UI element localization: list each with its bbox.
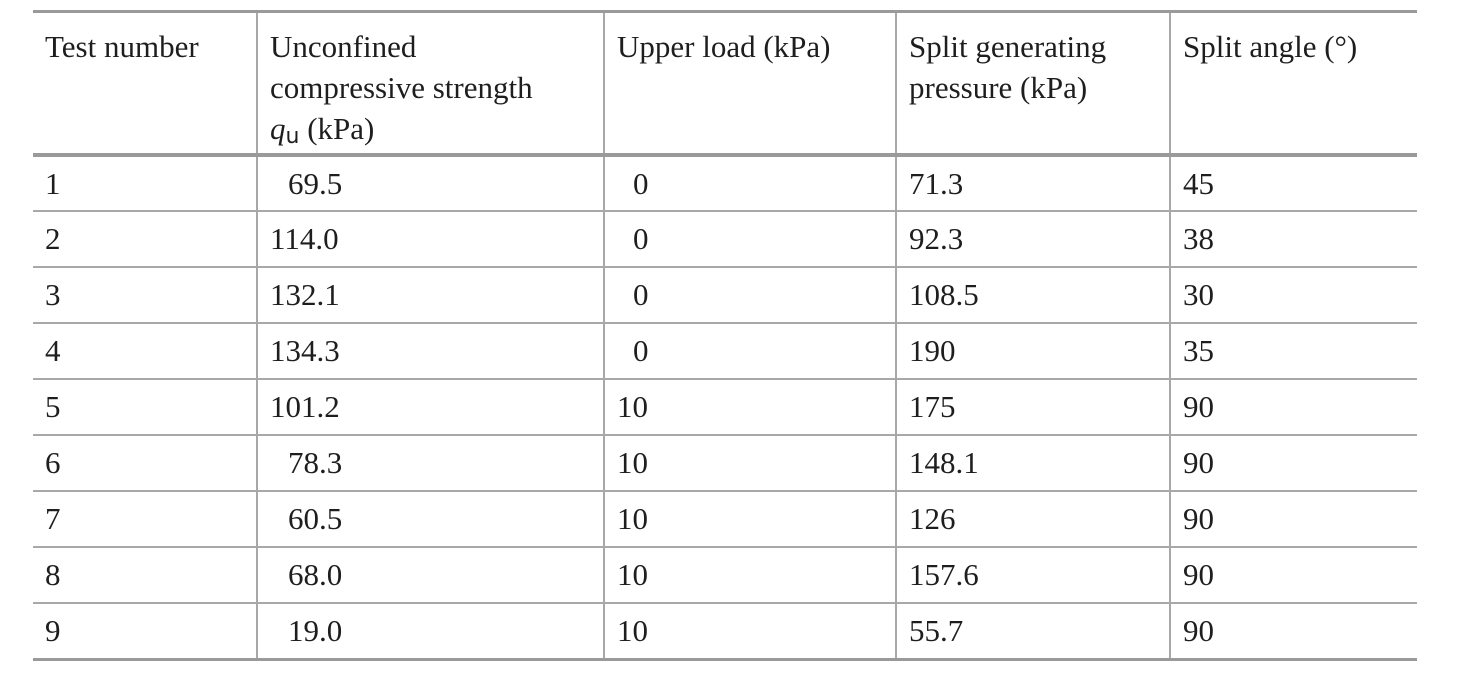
cell-split-angle: 35: [1169, 323, 1417, 379]
cell-unconfined-strength: 78.3: [256, 435, 604, 491]
cell-split-angle: 90: [1169, 547, 1417, 603]
table-row: 3 132.1 0 108.5 30: [33, 267, 1417, 323]
header-split-angle: Split angle (°): [1169, 11, 1417, 155]
header-upper-load: Upper load (kPa): [603, 11, 896, 155]
cell-unconfined-strength: 132.1: [256, 267, 604, 323]
table-row: 1 69.5 0 71.3 45: [33, 155, 1417, 211]
cell-test-number: 3: [45, 277, 61, 312]
header-split-pressure: Split generating pressure (kPa): [895, 11, 1170, 155]
table-row: 9 19.0 10 55.7 90: [33, 603, 1417, 659]
cell-split-angle: 90: [1169, 379, 1417, 435]
header-split-pressure-line2: pressure (kPa): [909, 70, 1088, 105]
cell-upper-load: 10: [603, 435, 896, 491]
cell-test-number: 4: [45, 333, 61, 368]
cell-upper-load: 0: [603, 155, 896, 211]
cell-test-number: 7: [45, 501, 61, 536]
cell-test-number: 9: [45, 612, 61, 648]
cell-unconfined-strength: 101.2: [256, 379, 604, 435]
cell-split-pressure: 175: [895, 379, 1170, 435]
cell-upper-load: 0: [603, 323, 896, 379]
cell-split-pressure: 157.6: [895, 547, 1170, 603]
cell-test-number: 1: [45, 165, 61, 201]
header-test-number-label: Test number: [45, 29, 199, 64]
cell-split-angle: 30: [1169, 267, 1417, 323]
header-unconfined-strength: Unconfined compressive strength qu (kPa): [256, 11, 604, 155]
header-upper-load-label: Upper load (kPa): [617, 29, 831, 64]
cell-split-angle: 38: [1169, 211, 1417, 267]
cell-unconfined-strength: 19.0: [256, 603, 604, 659]
header-qu-unit: (kPa): [299, 111, 375, 146]
cell-split-pressure: 55.7: [895, 603, 1170, 659]
cell-upper-load: 10: [603, 547, 896, 603]
header-qu-subscript: u: [285, 124, 300, 149]
cell-split-angle: 90: [1169, 491, 1417, 547]
header-split-angle-label: Split angle (°): [1183, 29, 1358, 64]
header-unconfined-line2: compressive strength: [270, 70, 533, 105]
table-row: 6 78.3 10 148.1 90: [33, 435, 1417, 491]
cell-upper-load: 0: [603, 211, 896, 267]
table-row: 8 68.0 10 157.6 90: [33, 547, 1417, 603]
cell-split-angle: 90: [1169, 435, 1417, 491]
table-row: 7 60.5 10 126 90: [33, 491, 1417, 547]
cell-split-pressure: 190: [895, 323, 1170, 379]
cell-unconfined-strength: 134.3: [256, 323, 604, 379]
table-row: 4 134.3 0 190 35: [33, 323, 1417, 379]
table-body: 1 69.5 0 71.3 45 2 114.0 0 92.3 38 3 132…: [33, 155, 1417, 659]
cell-split-pressure: 148.1: [895, 435, 1170, 491]
header-test-number: Test number: [33, 12, 257, 156]
cell-test-number: 8: [45, 557, 61, 592]
cell-split-pressure: 71.3: [895, 155, 1170, 211]
cell-unconfined-strength: 69.5: [256, 155, 604, 211]
table-row: 2 114.0 0 92.3 38: [33, 211, 1417, 267]
cell-unconfined-strength: 60.5: [256, 491, 604, 547]
cell-unconfined-strength: 114.0: [256, 211, 604, 267]
cell-test-number: 6: [45, 445, 61, 480]
cell-upper-load: 10: [603, 603, 896, 659]
data-table: Test number Unconfined compressive stren…: [33, 10, 1417, 661]
cell-split-pressure: 126: [895, 491, 1170, 547]
cell-split-pressure: 92.3: [895, 211, 1170, 267]
cell-split-pressure: 108.5: [895, 267, 1170, 323]
cell-test-number: 5: [45, 389, 61, 424]
header-unconfined-line1: Unconfined: [270, 29, 417, 64]
cell-unconfined-strength: 68.0: [256, 547, 604, 603]
header-qu-symbol: q: [270, 111, 286, 146]
header-row: Test number Unconfined compressive stren…: [33, 11, 1417, 156]
cell-split-angle: 90: [1169, 603, 1417, 659]
cell-upper-load: 10: [603, 491, 896, 547]
table-row: 5 101.2 10 175 90: [33, 379, 1417, 435]
cell-split-angle: 45: [1169, 155, 1417, 211]
cell-test-number: 2: [45, 221, 61, 256]
table-header: Test number Unconfined compressive stren…: [33, 11, 1417, 156]
cell-upper-load: 10: [603, 379, 896, 435]
cell-upper-load: 0: [603, 267, 896, 323]
header-split-pressure-line1: Split generating: [909, 29, 1107, 64]
